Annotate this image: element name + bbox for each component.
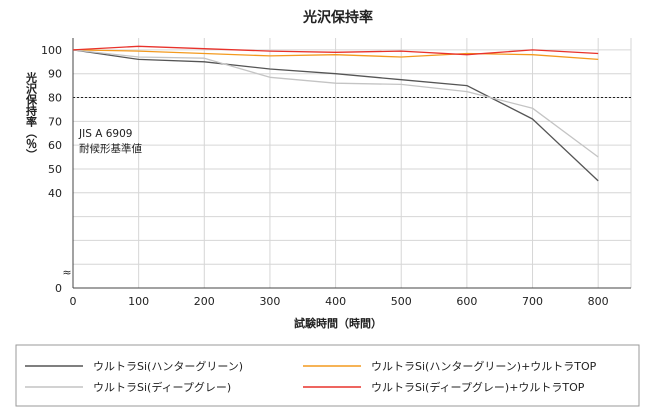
x-tick-label: 200 [194, 295, 215, 308]
legend-label-2: ウルトラSi(ハンターグリーン)+ウルトラTOP [371, 359, 597, 373]
y-tick-label: 70 [48, 115, 62, 128]
series-line-2 [72, 49, 599, 61]
y-tick-label: 90 [48, 68, 62, 81]
y-tick-label: 80 [48, 92, 62, 105]
x-tick-label: 700 [522, 295, 543, 308]
y-tick-labels: 0 40 50 60 70 80 90 100 [41, 44, 62, 295]
axes [72, 38, 631, 289]
legend: ウルトラSi(ハンターグリーン) ウルトラSi(ハンターグリーン)+ウルトラTOP… [25, 359, 597, 394]
axis-break-mark: ≈ [62, 266, 71, 279]
x-axis-label: 試験時間（時間） [294, 316, 382, 330]
series-lines [72, 45, 599, 182]
legend-box [15, 344, 640, 407]
x-tick-label: 400 [325, 295, 346, 308]
series-line-3 [72, 49, 599, 158]
series-line-4 [72, 45, 599, 56]
x-tick-label: 0 [70, 295, 77, 308]
legend-label-4: ウルトラSi(ディープグレー)+ウルトラTOP [371, 380, 585, 394]
legend-label-1: ウルトラSi(ハンターグリーン) [93, 359, 243, 373]
y-tick-label: 50 [48, 163, 62, 176]
grid [73, 38, 632, 288]
x-tick-label: 600 [456, 295, 477, 308]
x-tick-label: 300 [259, 295, 280, 308]
reference-label-line2: 耐候形基準値 [79, 142, 142, 155]
x-tick-labels: 0 100 200 300 400 500 600 700 800 [70, 295, 609, 308]
reference-label-line1: JIS A 6909 [78, 128, 132, 140]
x-tick-label: 100 [128, 295, 149, 308]
x-tick-label: 500 [391, 295, 412, 308]
chart-title: 光沢保持率 [302, 9, 373, 26]
y-axis-label: 光沢保持率（％） [25, 71, 39, 160]
x-tick-label: 800 [588, 295, 609, 308]
y-tick-label: 0 [55, 282, 62, 295]
y-tick-label: 40 [48, 187, 62, 200]
y-tick-label: 100 [41, 44, 62, 57]
series-line-1 [72, 49, 599, 182]
y-tick-label: 60 [48, 139, 62, 152]
legend-label-3: ウルトラSi(ディープグレー) [93, 380, 231, 394]
